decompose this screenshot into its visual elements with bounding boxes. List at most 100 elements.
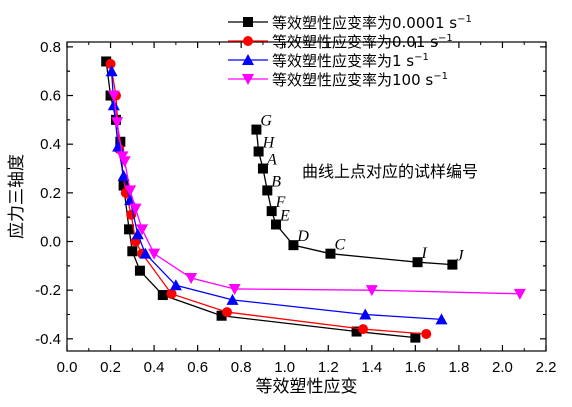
series-3 xyxy=(107,90,526,300)
series-4-point-6 xyxy=(288,240,299,251)
x-tick-label: 1.8 xyxy=(448,359,469,376)
series-3-point-8 xyxy=(185,273,198,285)
series-line-4 xyxy=(255,129,453,266)
series-2-point-10 xyxy=(435,313,448,325)
series-1-point-0 xyxy=(105,58,116,69)
series-3-point-1 xyxy=(111,117,124,129)
legend-marker-0 xyxy=(243,17,253,27)
legend-marker-2 xyxy=(242,54,254,65)
series-0-point-9 xyxy=(216,310,227,321)
point-label-G: G xyxy=(260,113,272,130)
x-tick-label: 1.2 xyxy=(318,359,339,376)
annotation: 曲线上点对应的试样编号 xyxy=(302,162,478,181)
x-tick-label: 1.4 xyxy=(361,359,382,376)
x-tick-label: 0.4 xyxy=(144,359,165,376)
series-4-point-9 xyxy=(447,259,458,270)
series-2 xyxy=(105,65,448,325)
series-3-point-10 xyxy=(365,285,378,297)
series-1-point-9 xyxy=(358,324,369,335)
legend-item-0: 等效塑性应变率为0.0001 s−1 xyxy=(228,14,472,32)
legend-item-3: 等效塑性应变率为100 s−1 xyxy=(228,71,448,89)
series-2-point-9 xyxy=(359,308,372,320)
series-line-0 xyxy=(105,61,416,339)
series-3-point-5 xyxy=(129,203,142,215)
y-tick-label: 0.2 xyxy=(40,185,61,202)
series-2-point-3 xyxy=(117,169,130,181)
series-3-point-9 xyxy=(228,283,241,295)
y-tick-label: -0.2 xyxy=(35,282,61,299)
point-label-F: F xyxy=(275,194,286,211)
series-2-point-1 xyxy=(107,99,120,111)
y-tick-label: 0.6 xyxy=(40,88,61,105)
series-3-point-4 xyxy=(124,185,137,197)
series-0-point-4 xyxy=(118,180,129,191)
series-0-point-8 xyxy=(157,290,168,301)
y-tick-label: -0.4 xyxy=(35,331,61,348)
x-tick-label: 0.2 xyxy=(100,359,121,376)
legend-label-2: 等效塑性应变率为1 s−1 xyxy=(272,52,429,70)
series-0-point-6 xyxy=(127,246,138,257)
x-tick-label: 1.6 xyxy=(405,359,426,376)
point-label-A: A xyxy=(266,152,277,169)
x-tick-label: 1.0 xyxy=(274,359,295,376)
series-4-point-0 xyxy=(251,124,262,135)
series-3-point-11 xyxy=(513,288,526,300)
point-label-B: B xyxy=(271,173,281,190)
series-1 xyxy=(105,58,432,339)
x-tick-label: 0.8 xyxy=(231,359,252,376)
legend-label-3: 等效塑性应变率为100 s−1 xyxy=(272,71,448,89)
series-0-point-5 xyxy=(124,224,135,235)
x-tick-label: 0.0 xyxy=(57,359,78,376)
series-3-point-6 xyxy=(136,224,149,236)
y-tick-label: 0.0 xyxy=(40,234,61,251)
x-tick-label: 0.6 xyxy=(187,359,208,376)
legend-label-0: 等效塑性应变率为0.0001 s−1 xyxy=(272,14,472,32)
point-label-D: D xyxy=(296,228,309,245)
series-layer xyxy=(101,56,526,343)
point-label-I: I xyxy=(421,245,428,262)
series-4-point-5 xyxy=(271,219,282,230)
legend-item-1: 等效塑性应变率为0.01 s−1 xyxy=(228,33,453,51)
series-2-point-8 xyxy=(226,293,239,305)
y-axis-title: 应力三轴度 xyxy=(7,154,27,239)
series-4-point-7 xyxy=(325,248,336,259)
series-0-point-11 xyxy=(410,332,421,343)
series-2-point-0 xyxy=(105,65,118,77)
series-4-point-2 xyxy=(257,163,268,174)
legend-marker-1 xyxy=(243,36,253,46)
series-1-point-8 xyxy=(222,307,233,318)
series-0-point-10 xyxy=(351,326,362,337)
y-tick-label: 0.4 xyxy=(40,136,61,153)
series-2-point-6 xyxy=(139,247,152,259)
series-3-point-7 xyxy=(148,248,161,260)
y-tick-label: 0.8 xyxy=(40,39,61,56)
x-axis-title: 等效塑性应变 xyxy=(256,377,358,397)
series-1-point-7 xyxy=(166,288,177,299)
legend-marker-3 xyxy=(242,74,254,85)
point-label-E: E xyxy=(279,207,290,224)
series-4 xyxy=(251,124,458,270)
axes: 0.0 0.2 0.4 0.6 0.8 1.0 1.2 1.4 1.6 1.8 2.0 2.2 -0.4… xyxy=(35,39,556,376)
series-4-point-3 xyxy=(262,185,273,196)
series-4-point-4 xyxy=(266,206,277,217)
legend-item-2: 等效塑性应变率为1 s−1 xyxy=(228,52,429,70)
point-label-J: J xyxy=(456,248,464,265)
series-0-point-7 xyxy=(134,265,145,276)
x-tick-label: 2.2 xyxy=(536,359,557,376)
series-3-point-3 xyxy=(118,156,131,168)
series-line-3 xyxy=(113,95,520,295)
point-label-H: H xyxy=(262,134,276,151)
x-tick-label: 2.0 xyxy=(492,359,513,376)
series-2-point-7 xyxy=(169,279,182,291)
series-0 xyxy=(101,56,421,343)
series-2-point-5 xyxy=(131,228,144,240)
legend-label-1: 等效塑性应变率为0.01 s−1 xyxy=(272,33,453,51)
series-4-point-1 xyxy=(253,146,264,157)
series-4-point-8 xyxy=(412,257,423,268)
series-1-point-10 xyxy=(421,328,432,339)
point-label-C: C xyxy=(334,237,345,254)
series-3-point-0 xyxy=(107,90,120,102)
